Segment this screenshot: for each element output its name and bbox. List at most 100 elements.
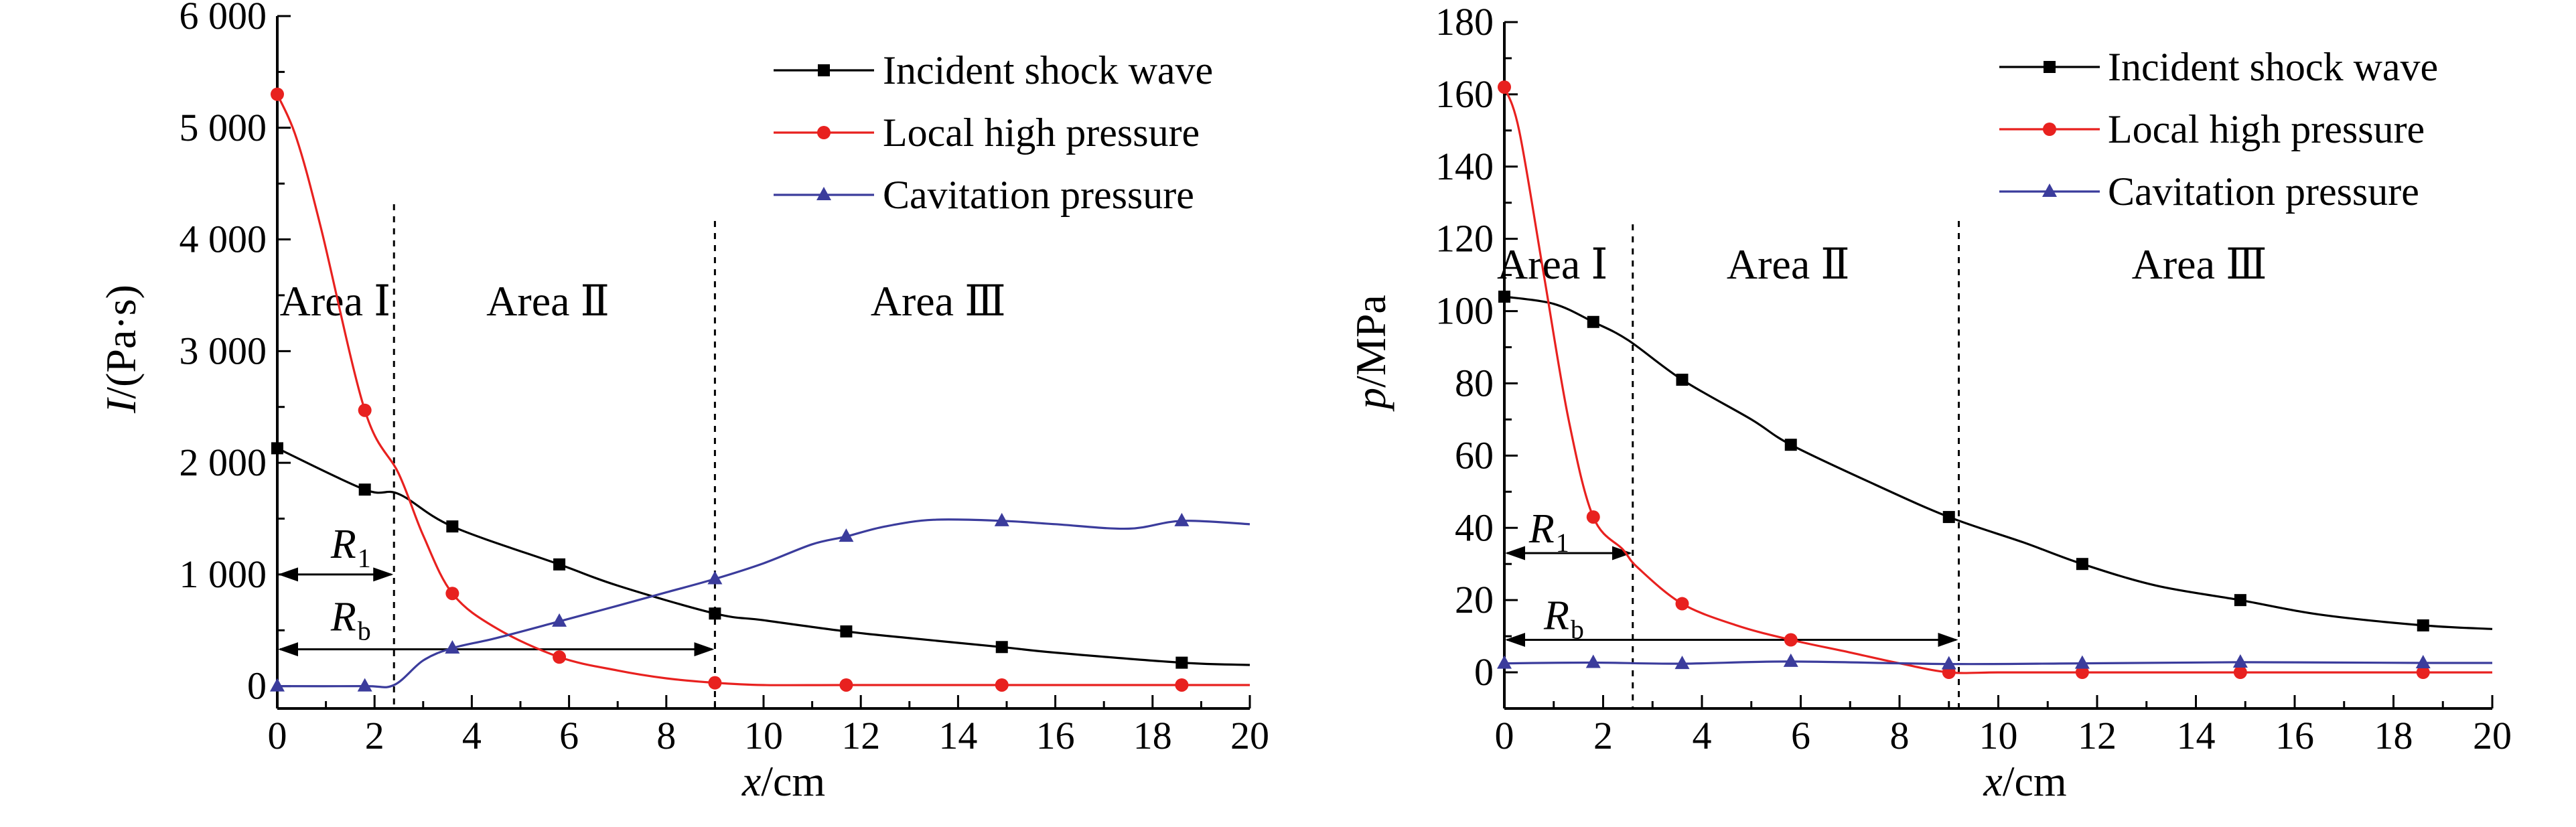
data-point	[708, 676, 722, 690]
data-point	[1498, 80, 1511, 94]
legend-label: Cavitation pressure	[883, 173, 1194, 217]
y-tick-label: 6 000	[180, 0, 267, 37]
data-point	[839, 678, 853, 692]
x-tick-label: 12	[2078, 714, 2117, 757]
data-point	[270, 678, 285, 692]
legend-label: Local high pressure	[883, 110, 1200, 155]
x-tick-label: 2	[1593, 714, 1613, 757]
y-axis-unit: /(Pa·s)	[97, 285, 145, 399]
legend-label: Local high pressure	[2108, 107, 2425, 151]
y-tick-label: 2 000	[180, 441, 267, 484]
legend-label: Cavitation pressure	[2108, 169, 2419, 214]
y-tick-label: 160	[1435, 72, 1494, 116]
data-point	[357, 678, 372, 692]
data-point	[553, 558, 566, 571]
legend-marker	[816, 187, 831, 200]
data-point	[1784, 439, 1797, 451]
data-point	[446, 520, 459, 533]
y-tick-label: 40	[1455, 506, 1494, 549]
data-point	[1174, 512, 1190, 526]
data-point	[1675, 597, 1689, 611]
y-tick-label: 0	[1474, 650, 1494, 694]
y-tick-label: 4 000	[180, 218, 267, 261]
data-point	[1498, 291, 1510, 303]
data-point	[2415, 655, 2431, 669]
x-tick-label: 18	[2374, 714, 2413, 757]
series-line	[1504, 660, 2493, 666]
data-point	[2075, 666, 2089, 680]
pressure-chart: 0 2 4 6 8 10 12 14 16 18 20 0 20 40 60 80 100 120 140 160 18…	[1347, 0, 2512, 805]
legend-marker	[2044, 61, 2056, 73]
data-point	[839, 528, 854, 542]
x-axis-label: x/cm	[741, 757, 825, 805]
y-tick-label: 0	[247, 664, 267, 708]
legend-label: Incident shock wave	[2108, 45, 2438, 89]
data-point	[271, 442, 283, 455]
legend-marker	[2042, 183, 2057, 197]
range-label: Rb	[1543, 593, 1584, 644]
impulse-chart: 0 2 4 6 8 10 12 14 16 18 20 0 1 000 2 000 3 000 4 000 5 …	[97, 0, 1269, 805]
data-point	[1784, 633, 1798, 647]
data-point	[2074, 655, 2090, 669]
data-point	[707, 571, 723, 585]
x-tick-label: 20	[1230, 714, 1269, 757]
data-point	[1585, 654, 1601, 668]
legend: Incident shock wave Local high pressure Ca…	[774, 48, 1213, 217]
x-tick-label: 4	[1693, 714, 1712, 757]
y-tick-label: 5 000	[180, 106, 267, 149]
range-subscript: b	[358, 615, 371, 646]
y-axis-unit: /MPa	[1347, 295, 1394, 388]
area-label: Area Ⅲ	[2132, 240, 2267, 288]
data-point	[358, 483, 371, 496]
series-line	[277, 518, 1250, 688]
data-point	[994, 512, 1009, 526]
x-tick-label: 20	[2473, 714, 2512, 757]
legend-marker	[817, 126, 831, 139]
area-label: Area Ⅲ	[871, 277, 1006, 325]
area-label: Area Ⅰ	[280, 277, 391, 325]
data-point	[840, 625, 853, 637]
series-line	[277, 447, 1250, 666]
series-line	[1504, 295, 2493, 630]
x-axis-unit: /cm	[2003, 757, 2067, 805]
data-point	[1497, 655, 1512, 669]
legend-item: Cavitation pressure	[774, 173, 1194, 217]
x-tick-label: 6	[559, 714, 579, 757]
data-point	[2232, 654, 2248, 668]
x-tick-label: 14	[938, 714, 977, 757]
range-symbol: R	[1543, 593, 1569, 638]
x-tick-label: 16	[2275, 714, 2314, 757]
series-1	[1498, 80, 2492, 680]
data-point	[358, 403, 372, 417]
x-tick-label: 18	[1133, 714, 1172, 757]
legend-marker	[2043, 123, 2056, 136]
y-tick-label: 120	[1435, 217, 1494, 260]
y-axis-label: p/MPa	[1347, 295, 1394, 412]
range-symbol: R	[1528, 506, 1555, 552]
x-tick-label: 10	[1979, 714, 2018, 757]
data-point	[1676, 374, 1689, 386]
data-point	[1941, 656, 1956, 670]
y-axis-variable: p	[1347, 388, 1394, 412]
legend-item: Cavitation pressure	[1999, 169, 2419, 214]
y-tick-label: 3 000	[180, 329, 267, 372]
series-line	[1503, 86, 2492, 674]
data-point	[1674, 656, 1690, 670]
x-tick-label: 12	[841, 714, 880, 757]
legend-marker	[818, 64, 830, 76]
area-label: Area Ⅱ	[486, 277, 610, 325]
range-subscript: b	[1571, 614, 1584, 644]
data-point	[2076, 558, 2088, 571]
x-axis-variable: x	[741, 757, 761, 805]
data-point	[1175, 656, 1188, 669]
series-0	[271, 442, 1250, 669]
y-axis-label: I/(Pa·s)	[97, 285, 145, 414]
data-point	[1783, 653, 1798, 667]
data-point	[709, 607, 721, 620]
legend-item: Local high pressure	[1999, 107, 2425, 151]
y-tick-label: 60	[1455, 433, 1494, 477]
data-point	[2234, 594, 2246, 607]
data-point	[2233, 666, 2247, 680]
range-subscript: 1	[1556, 528, 1569, 558]
